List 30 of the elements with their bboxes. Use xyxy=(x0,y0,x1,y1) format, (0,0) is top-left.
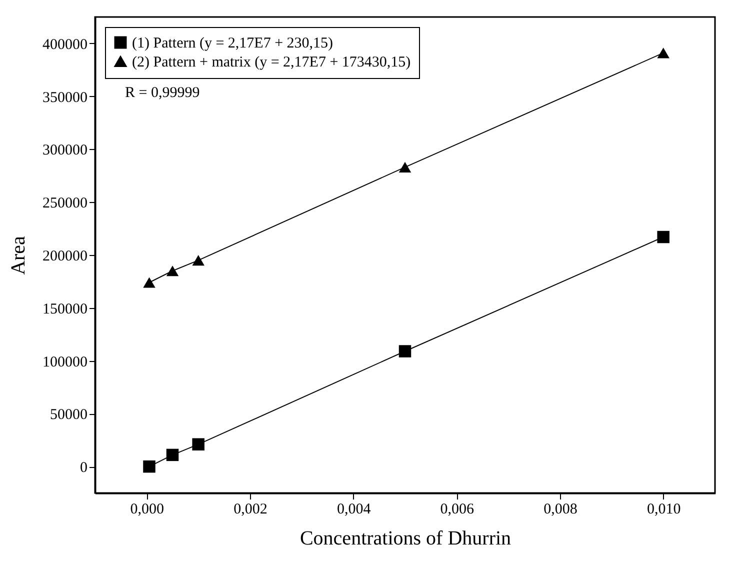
point xyxy=(143,460,156,473)
y-tick-label: 350000 xyxy=(42,90,88,106)
point xyxy=(192,254,204,266)
y-tick-label: 400000 xyxy=(42,36,88,53)
x-tick-label: 0,006 xyxy=(440,502,475,518)
point xyxy=(398,345,412,358)
x-tick-label: 0,008 xyxy=(544,502,578,518)
y-tick-label: 100000 xyxy=(42,354,88,370)
x-tick-label: 0,010 xyxy=(646,502,681,518)
y-tick-label: 200000 xyxy=(42,248,88,264)
y-axis-title: Area xyxy=(8,236,30,275)
y-tick-label: 250000 xyxy=(42,196,88,212)
y-tick-label: 0 xyxy=(80,460,88,476)
y-tick-label: 50000 xyxy=(50,407,88,424)
y-tick-label: 150000 xyxy=(42,301,88,318)
point xyxy=(166,266,179,276)
point xyxy=(166,448,179,462)
x-axis-title: Concentrations of Dhurrin xyxy=(300,528,512,550)
y-tick-label: 300000 xyxy=(42,142,88,159)
legend-label: (1) Pattern (y = 2,17E7 + 230,15) xyxy=(132,36,334,52)
point xyxy=(192,438,204,450)
x-tick-label: 0,000 xyxy=(130,502,164,518)
x-tick-label: 0,002 xyxy=(234,502,268,518)
point xyxy=(143,277,156,288)
annotation: R = 0,99999 xyxy=(125,85,200,101)
legend-label: (2) Pattern + matrix (y = 2,17E7 + 173430,15) xyxy=(132,54,411,70)
point xyxy=(657,230,670,244)
x-tick-label: 0,004 xyxy=(336,502,372,518)
point xyxy=(398,162,412,173)
point xyxy=(657,48,670,58)
